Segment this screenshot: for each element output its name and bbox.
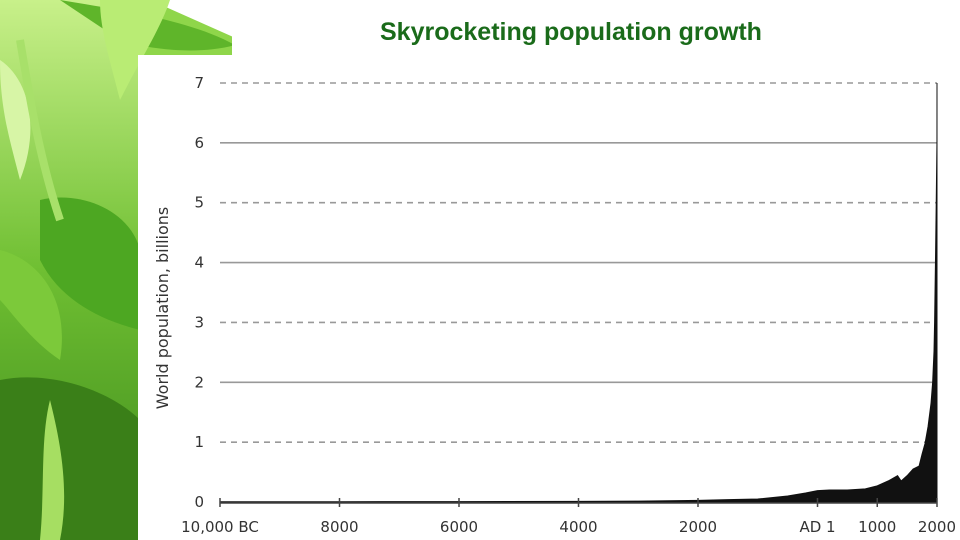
x-tick-label: AD 1 bbox=[799, 518, 835, 536]
x-tick-label: 10,000 BC bbox=[181, 518, 259, 536]
x-tick-label: 2000 bbox=[918, 518, 956, 536]
y-axis-label: World population, billions bbox=[153, 207, 172, 409]
y-tick-label-1: 1 bbox=[194, 433, 204, 451]
y-tick-label-0: 0 bbox=[194, 493, 204, 511]
x-tick-label: 2000 bbox=[679, 518, 717, 536]
y-tick-label-7: 7 bbox=[194, 74, 204, 92]
y-tick-label-6: 6 bbox=[194, 134, 204, 152]
slide-title: Skyrocketing population growth bbox=[380, 18, 762, 46]
x-tick-label: 1000 bbox=[858, 518, 896, 536]
gridlines bbox=[220, 82, 937, 443]
y-tick-label-5: 5 bbox=[194, 194, 204, 212]
y-axis-ticks: 0 1 2 3 4 5 6 7 bbox=[194, 74, 204, 511]
population-area bbox=[219, 82, 938, 503]
x-axis-ticks: 10,000 BC 8000 6000 4000 2000 AD 1 1000 2000 bbox=[181, 498, 956, 536]
x-tick-label: 6000 bbox=[440, 518, 478, 536]
x-tick-label: 8000 bbox=[320, 518, 358, 536]
y-tick-label-2: 2 bbox=[194, 373, 204, 391]
y-tick-label-3: 3 bbox=[194, 313, 204, 331]
x-tick-label: 4000 bbox=[559, 518, 597, 536]
y-tick-label-4: 4 bbox=[194, 254, 204, 272]
